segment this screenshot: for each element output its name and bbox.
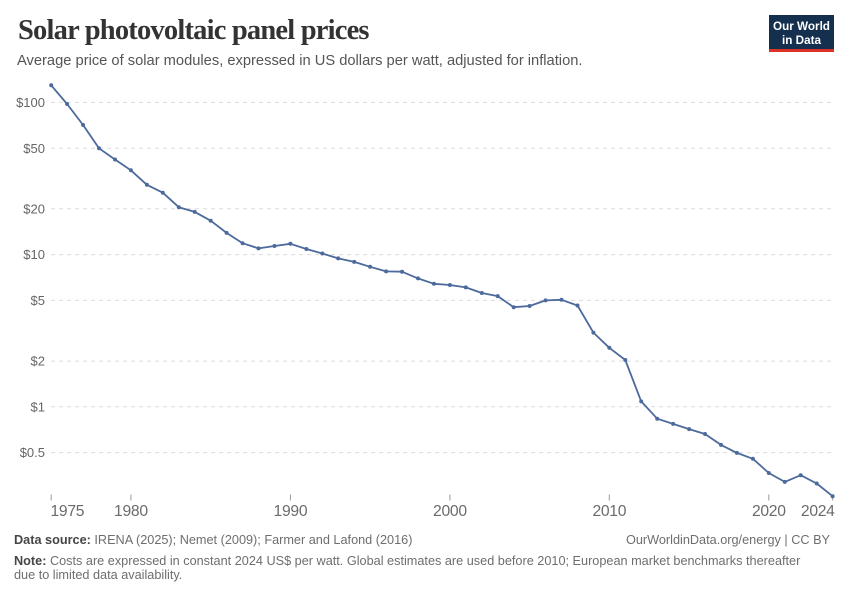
- svg-text:1980: 1980: [114, 503, 148, 520]
- svg-text:2010: 2010: [592, 503, 626, 520]
- svg-text:$2: $2: [31, 354, 45, 369]
- svg-text:$100: $100: [16, 95, 45, 110]
- svg-text:2024: 2024: [801, 503, 835, 520]
- svg-text:$1: $1: [31, 399, 45, 414]
- svg-text:1975: 1975: [51, 503, 85, 520]
- svg-text:2020: 2020: [752, 503, 786, 520]
- svg-text:$20: $20: [23, 201, 45, 216]
- svg-text:$50: $50: [23, 141, 45, 156]
- svg-text:$0.5: $0.5: [20, 445, 45, 460]
- svg-text:$5: $5: [31, 293, 45, 308]
- svg-text:1990: 1990: [274, 503, 308, 520]
- svg-text:$10: $10: [23, 247, 45, 262]
- svg-text:2000: 2000: [433, 503, 467, 520]
